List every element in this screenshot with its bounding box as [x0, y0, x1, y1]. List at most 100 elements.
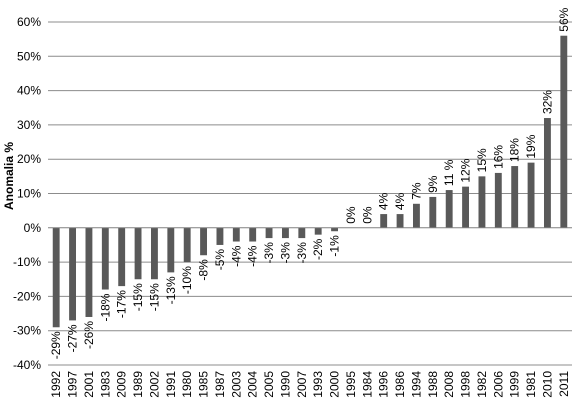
bar [494, 172, 502, 228]
y-tick-label: 50% [17, 49, 41, 63]
x-tick-label: 1991 [164, 371, 178, 398]
y-tick-label: 0% [24, 221, 42, 235]
bar [560, 35, 568, 228]
data-label: -29% [49, 331, 63, 359]
data-label: 12% [459, 158, 473, 182]
data-label: 32% [540, 90, 554, 114]
bar [118, 227, 126, 287]
x-tick-label: 1981 [524, 371, 538, 398]
bar [216, 227, 224, 245]
x-tick-label: 1983 [98, 371, 112, 398]
x-tick-label: 2006 [491, 371, 505, 398]
data-label: -8% [197, 259, 211, 281]
bar [183, 227, 191, 263]
x-tick-label: 1994 [409, 371, 423, 398]
bar [527, 162, 535, 228]
x-tick-label: 1982 [475, 371, 489, 398]
x-tick-label: 1998 [459, 371, 473, 398]
y-tick-label: -10% [13, 255, 41, 269]
data-label: 19% [524, 134, 538, 158]
bar [265, 227, 273, 239]
data-label: 11 % [442, 159, 456, 186]
y-tick-label: 30% [17, 118, 41, 132]
data-label: -18% [98, 293, 112, 321]
bar [412, 203, 420, 228]
data-label: 0% [360, 206, 374, 224]
y-tick-label: 20% [17, 152, 41, 166]
bar [52, 227, 60, 328]
x-tick-label: 1987 [213, 371, 227, 398]
x-tick-label: 1993 [311, 371, 325, 398]
data-label: -4% [229, 245, 243, 267]
bar [462, 186, 470, 228]
data-label: 7% [409, 182, 423, 200]
data-label: -10% [180, 266, 194, 294]
bar [69, 227, 77, 321]
x-tick-label: 1988 [426, 371, 440, 398]
data-label: -27% [66, 324, 80, 352]
data-label: 0% [344, 206, 358, 224]
bar [396, 214, 404, 228]
bar [200, 227, 208, 256]
bar [281, 227, 289, 239]
data-label: -15% [147, 283, 161, 311]
x-tick-label: 1984 [360, 371, 374, 398]
bar [478, 176, 486, 228]
data-label: -15% [131, 283, 145, 311]
x-tick-label: 2002 [147, 371, 161, 398]
data-label: -2% [311, 238, 325, 260]
x-tick-label: 2003 [229, 371, 243, 398]
x-tick-label: 2007 [295, 371, 309, 398]
bar [249, 227, 257, 242]
data-label: -3% [278, 242, 292, 264]
x-axis-tick-labels: 1992 1997 2001 1983 2009 1989 2002 1991 1980 1985… [49, 371, 571, 398]
bar [85, 227, 93, 317]
bar [511, 166, 519, 228]
y-tick-label: 10% [17, 187, 41, 201]
bar [101, 227, 109, 290]
bar [380, 214, 388, 228]
y-axis-title: Anomalia % [2, 142, 16, 210]
bar [543, 118, 551, 228]
data-label: 4% [377, 192, 391, 210]
bar [150, 227, 158, 280]
x-tick-label: 1986 [393, 371, 407, 398]
x-tick-label: 2005 [262, 371, 276, 398]
bar [331, 227, 339, 232]
data-label: 18% [508, 138, 522, 162]
y-tick-label: 40% [17, 84, 41, 98]
data-label: 16% [491, 145, 505, 169]
bar [134, 227, 142, 280]
x-tick-label: 2000 [328, 371, 342, 398]
data-label: -13% [164, 276, 178, 304]
bars [52, 35, 568, 328]
data-label: -26% [82, 321, 96, 349]
bar [167, 227, 175, 273]
bar [314, 227, 322, 235]
bar [429, 196, 437, 228]
x-tick-label: 2008 [442, 371, 456, 398]
data-label: -1% [328, 235, 342, 257]
x-tick-label: 1989 [131, 371, 145, 398]
x-tick-label: 2004 [246, 371, 260, 398]
x-tick-label: 1980 [180, 371, 194, 398]
y-axis-tick-labels: -40% -30% -20% -10% 0% 10% 20% 30% 40% 50% 60% [13, 15, 41, 372]
x-tick-label: 2010 [540, 371, 554, 398]
x-tick-label: 1996 [377, 371, 391, 398]
data-label: -17% [115, 290, 129, 318]
data-label: -5% [213, 249, 227, 271]
x-tick-label: 1999 [508, 371, 522, 398]
bar [445, 190, 453, 228]
data-label: 15% [475, 148, 489, 172]
data-label: -4% [246, 245, 260, 267]
data-label: -3% [262, 242, 276, 264]
bar [232, 227, 240, 242]
data-label: 56% [557, 7, 571, 31]
x-tick-label: 1997 [66, 371, 80, 398]
data-label: 9% [426, 175, 440, 193]
data-label: -3% [295, 242, 309, 264]
x-tick-label: 2001 [82, 371, 96, 398]
data-labels: -29% -27% -26%-18% -17% -15% -15% -13% -10% -8% -… [49, 7, 571, 359]
x-tick-label: 2009 [115, 371, 129, 398]
